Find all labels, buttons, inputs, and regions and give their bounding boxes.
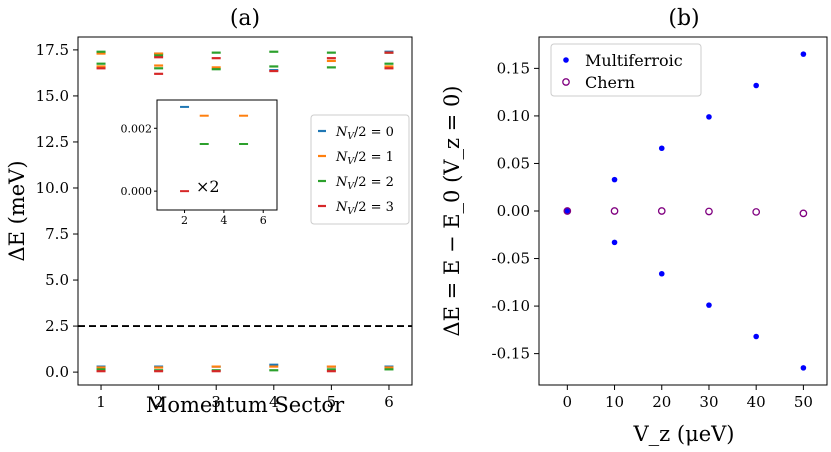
legend-box-b	[550, 43, 702, 97]
data-point-chern	[705, 207, 713, 216]
panel-b-marks	[563, 51, 808, 371]
legend-label-multiferroic: Multiferroic	[585, 51, 683, 70]
data-point-multiferroic	[800, 51, 807, 57]
data-point-chern	[657, 207, 666, 215]
panel-a-frame	[77, 36, 413, 386]
data-point-multiferroic	[800, 365, 807, 371]
data-point-chern	[610, 207, 619, 215]
legend-box	[310, 114, 410, 225]
panel-b-x-label: V_z (μeV)	[632, 422, 734, 446]
y-tick-label: 0.15	[497, 59, 530, 77]
y-tick-label: 17.5	[36, 41, 69, 59]
data-point-chern	[799, 209, 808, 218]
data-point-chern	[563, 207, 572, 215]
legend-marker-multiferroic	[563, 57, 569, 63]
y-tick-label: -0.05	[492, 250, 530, 268]
data-point-multiferroic	[706, 114, 712, 120]
y-tick-label: 2.5	[45, 317, 69, 335]
legend-marker-chern	[562, 78, 570, 86]
x-tick-label: 0	[563, 393, 573, 411]
panel-b-y-ticks: -0.15 -0.10 -0.05 0.00 0.05 0.10 0.15	[492, 59, 539, 363]
legend-label-series-3: NV/2 = 3	[335, 200, 394, 217]
data-point-multiferroic	[753, 333, 759, 340]
y-tick-label: -0.15	[492, 345, 530, 363]
panel-a-legend: NV/2 = 0 NV/2 = 1 NV/2 = 2 NV/2 = 3	[310, 114, 410, 225]
legend-label-chern: Chern	[585, 73, 635, 92]
x-tick-label: 30	[699, 393, 718, 411]
x-tick-label: 20	[652, 393, 671, 411]
x-tick-label: 3	[211, 393, 221, 411]
inset-marks	[180, 105, 249, 193]
x-tick-label: 50	[794, 393, 813, 411]
data-point-chern	[752, 208, 761, 216]
inset: 2 4 6 0.000 0.002 ×2	[121, 99, 278, 227]
panel-a-y-ticks: 0.0 2.5 5.0 7.5 10.0 12.5 15.0 17.5	[36, 41, 78, 381]
y-tick-label: 10.0	[36, 179, 69, 197]
y-tick-label: 0.10	[497, 107, 530, 125]
panel-a-y-label: ΔE (meV)	[5, 160, 29, 261]
y-tick-label: -0.10	[492, 297, 530, 315]
panel-b-legend: Multiferroic Chern	[550, 43, 702, 97]
inset-annotation: ×2	[196, 177, 220, 196]
legend-label-series-1: NV/2 = 1	[335, 150, 394, 167]
panel-a-title: (a)	[230, 6, 260, 31]
inset-x-tick-label: 2	[181, 214, 188, 227]
y-tick-label: 7.5	[45, 225, 69, 243]
panel-a-x-ticks: 1 2 3 4 5 6	[96, 385, 394, 411]
x-tick-label: 10	[605, 393, 624, 411]
legend-label-series-0: NV/2 = 0	[335, 125, 394, 142]
data-point-multiferroic	[753, 82, 759, 89]
x-tick-label: 5	[327, 393, 337, 411]
y-tick-label: 0.0	[45, 363, 69, 381]
inset-x-tick-label: 6	[260, 214, 267, 227]
x-tick-label: 1	[96, 393, 106, 411]
x-tick-label: 4	[269, 393, 279, 411]
inset-ticks: 2 4 6 0.000 0.002	[121, 122, 267, 227]
x-tick-label: 40	[747, 393, 766, 411]
y-tick-label: 0.05	[497, 154, 530, 172]
legend-label-series-2: NV/2 = 2	[335, 175, 394, 192]
y-tick-label: 12.5	[36, 133, 69, 151]
data-point-multiferroic	[611, 239, 618, 246]
panel-b-x-ticks: 0 10 20 30 40 50	[563, 385, 813, 411]
inset-x-tick-label: 4	[220, 214, 227, 227]
panel-b: (b) -0.15 -0.10 -0.05 0.00 0.05 0.10 0.15 0 10 2…	[440, 6, 828, 446]
y-tick-label: 15.0	[36, 87, 69, 105]
data-point-multiferroic	[564, 208, 571, 214]
x-tick-label: 2	[154, 393, 164, 411]
panel-a-marks	[96, 50, 394, 373]
panel-a-x-label: Momentum Sector	[146, 393, 345, 417]
x-tick-label: 6	[384, 393, 394, 411]
inset-y-tick-label: 0.000	[121, 185, 153, 198]
inset-y-tick-label: 0.002	[121, 122, 153, 135]
data-point-multiferroic	[658, 145, 665, 152]
y-tick-label: 5.0	[45, 271, 69, 289]
inset-frame	[156, 99, 278, 211]
panel-b-y-label: ΔE = E − E_0 (V_z = 0)	[440, 85, 464, 336]
y-tick-label: 0.00	[497, 202, 530, 220]
data-point-multiferroic	[611, 176, 618, 183]
data-point-multiferroic	[658, 270, 665, 277]
panel-b-title: (b)	[668, 6, 699, 31]
data-point-multiferroic	[706, 302, 712, 308]
